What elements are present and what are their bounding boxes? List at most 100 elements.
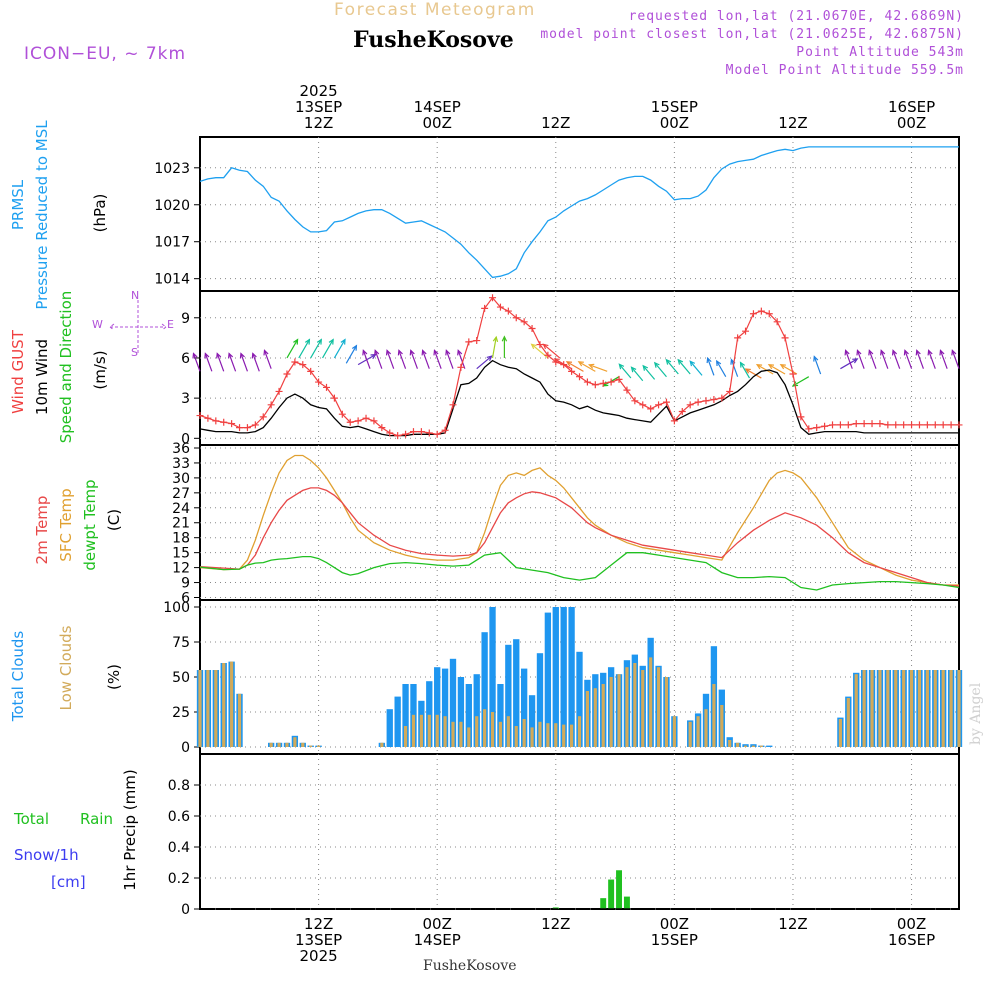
temp-ytick-label-6: 6 [181,591,190,607]
wind-arrow-head-7 [293,338,299,345]
wind-gust-marker [528,324,536,332]
rain-bar [600,898,607,909]
wind-gust-marker [259,413,267,421]
clouds-ytick-label-100: 100 [163,600,190,616]
pressure-label-a: PRMSL [9,179,27,231]
wind-gust-marker [196,412,204,420]
low-cloud-bar [451,721,455,747]
pressure-ytick-label-1017: 1017 [154,235,190,251]
temp-ytick-label-30: 30 [172,471,190,487]
wind-gust-marker [631,397,639,405]
wind-gust-marker [425,429,433,437]
temp-2m-label: 2m Temp [33,495,51,565]
temp-ytick-label-21: 21 [172,516,190,532]
total-cloud-bar [520,668,528,747]
low-cloud-bar [427,714,431,747]
bottom-time-label: 14SEP [414,931,461,949]
wind-arrow-head-60 [951,349,957,356]
low-cloud-bar [490,712,495,747]
wind-arrow-head-6 [263,349,269,356]
wind-gust-marker [829,421,836,429]
wind-gust-marker [370,417,378,425]
wind-gust-marker [267,401,275,409]
wind-gust-marker [813,424,821,432]
wind-arrow-head-29 [565,361,573,367]
wind-gust-marker [465,338,473,346]
temp-ytick-label-12: 12 [172,561,190,577]
pressure-line [199,146,959,279]
low-cloud-bar [222,663,226,747]
wind-arrow-2 [216,353,225,372]
wind-gust-marker [338,410,346,418]
low-cloud-bar [562,724,566,747]
wind-gust-marker [852,420,860,428]
rain-bar [608,879,615,909]
wind-gust-marker [236,424,244,432]
wind-arrow-head-56 [903,349,909,356]
wind-arrow-57 [916,350,924,369]
pressure-label-b: Pressure Reduced to MSL [33,120,51,310]
wind-gust-marker [884,421,892,429]
wind-arrow-head-38 [677,358,684,365]
wind-gust-marker [955,421,963,429]
precip-panel-frame [199,753,960,910]
clouds-ytick-label-0: 0 [181,740,190,756]
wind-gust-marker [536,341,544,349]
low-cloud-bar [570,724,574,747]
bottom-time-label: 13SEP [295,931,342,949]
total-cloud-bar [505,644,512,747]
low-cloud-bar [237,693,242,747]
wind-gust-marker [789,370,797,378]
wind-arrow-head-57 [915,349,921,356]
wind-gust-marker [481,304,489,312]
precip-ytick-label-0.8: 0.8 [168,778,190,794]
wind-ytick-label-6: 6 [181,351,190,367]
wind-gust-marker [583,378,591,386]
low-cloud-bar [720,705,724,747]
precip-total-label: Total [14,810,50,828]
wind-10m-label: 10m Wind [33,338,51,416]
wind-gust-marker [734,334,742,342]
clouds-ytick-label-25: 25 [172,705,190,721]
wind-gust-marker [504,307,512,315]
low-cloud-bar [925,670,929,747]
low-cloud-bar [862,670,866,747]
wind-gust-marker [670,417,678,425]
wind-arrow-40 [707,357,715,376]
wind-arrow-head-9 [316,338,322,345]
wind-arrow-41 [716,360,727,378]
low-cloud-bar [206,670,210,747]
total-cloud-bar [473,674,480,747]
top-time-label: 2025 [300,82,338,100]
wind-gust-marker [552,358,560,366]
wind-arrow-head-33 [618,363,625,370]
wind-arrow-head-47 [779,364,786,370]
top-time-label: 00Z [660,114,689,132]
low-cloud-bar [411,714,416,747]
temp-dewpt-line [199,552,960,591]
wind-arrow-head-37 [665,358,672,365]
temp-unit: (C) [105,508,123,532]
top-time-label: 15SEP [651,98,698,116]
low-cloud-bar [894,670,898,747]
wind-arrow-head-44 [744,368,751,374]
wind-gust-marker [512,314,520,322]
wind-gust-marker [576,373,583,381]
low-cloud-bar [301,742,305,747]
wind-arrow-9 [310,339,322,359]
wind-arrow-33 [618,363,632,379]
total-cloud-bar [544,612,552,747]
wind-gust-marker [647,405,655,413]
low-cloud-bar [593,688,597,747]
wind-arrow-53 [868,350,877,369]
low-cloud-bar [933,670,937,747]
total-cloud-bar [426,681,433,747]
temp-ytick-label-24: 24 [172,501,190,517]
wind-arrow-head-4 [239,352,245,359]
low-cloud-bar [672,716,676,747]
wind-gust-marker [749,310,757,318]
low-cloud-bar [419,714,423,747]
bottom-time-label: 00Z [660,915,689,933]
low-cloud-bar [443,716,447,747]
wind-arrow-58 [928,350,936,369]
